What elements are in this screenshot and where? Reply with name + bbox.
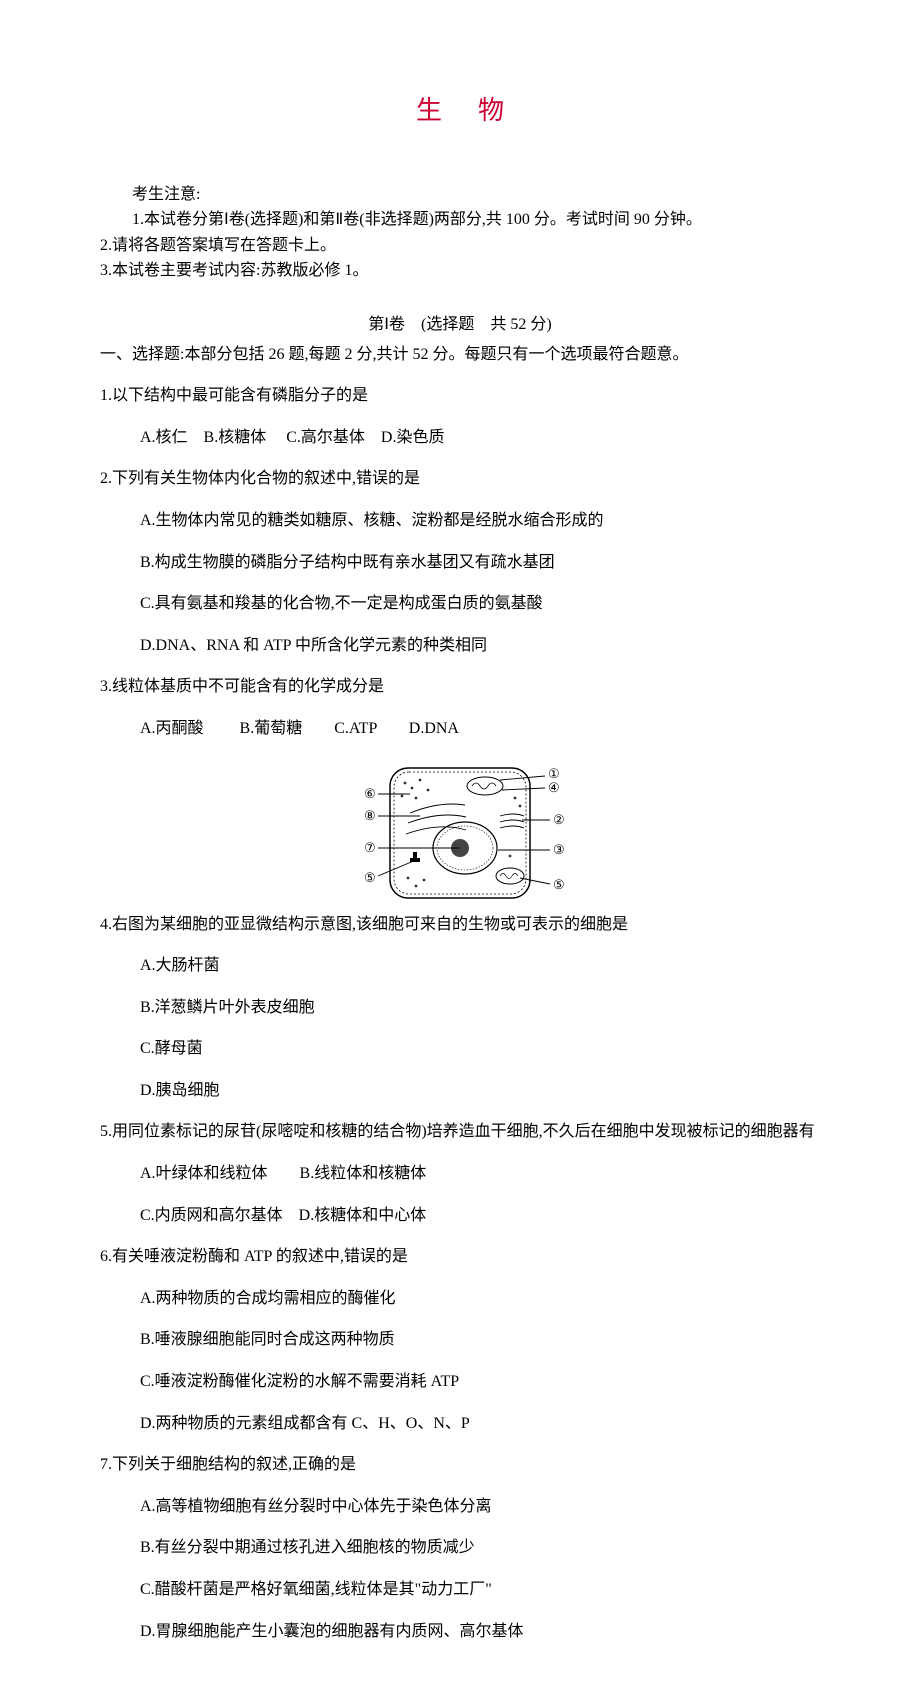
instructions-heading: 考生注意: <box>100 182 820 208</box>
part-1-description: 一、选择题:本部分包括 26 题,每题 2 分,共计 52 分。每题只有一个选项… <box>100 342 820 368</box>
mitochondrion-1-icon <box>467 777 503 795</box>
question-7-option-a: A.高等植物细胞有丝分裂时中心体先于染色体分离 <box>100 1494 820 1520</box>
question-7-text: 7.下列关于细胞结构的叙述,正确的是 <box>100 1452 820 1478</box>
question-2-option-b: B.构成生物膜的磷脂分子结构中既有亲水基团又有疏水基团 <box>100 550 820 576</box>
mitochondrion-2-icon <box>496 868 524 884</box>
spacer <box>100 367 820 383</box>
label-5b: ⑤ <box>364 870 376 885</box>
question-7-option-d: D.胃腺细胞能产生小囊泡的细胞器有内质网、高尔基体 <box>100 1619 820 1645</box>
question-3-text: 3.线粒体基质中不可能含有的化学成分是 <box>100 674 820 700</box>
question-5-text: 5.用同位素标记的尿苷(尿嘧啶和核糖的结合物)培养造血干细胞,不久后在细胞中发现… <box>100 1119 820 1145</box>
question-4-option-b: B.洋葱鳞片叶外表皮细胞 <box>100 995 820 1021</box>
question-4-option-d: D.胰岛细胞 <box>100 1078 820 1104</box>
question-2-option-a: A.生物体内常见的糖类如糖原、核糖、淀粉都是经脱水缩合形成的 <box>100 508 820 534</box>
question-1-text: 1.以下结构中最可能含有磷脂分子的是 <box>100 383 820 409</box>
question-3-options: A.丙酮酸 B.葡萄糖 C.ATP D.DNA <box>100 716 820 742</box>
question-1-options: A.核仁 B.核糖体 C.高尔基体 D.染色质 <box>100 425 820 451</box>
question-4-option-a: A.大肠杆菌 <box>100 953 820 979</box>
page-title: 生物 <box>100 90 820 132</box>
label-2: ② <box>553 812 565 827</box>
instruction-line-3: 3.本试卷主要考试内容:苏教版必修 1。 <box>100 258 820 284</box>
question-5-row-2: C.内质网和高尔基体 D.核糖体和中心体 <box>100 1203 820 1229</box>
question-6-text: 6.有关唾液淀粉酶和 ATP 的叙述中,错误的是 <box>100 1244 820 1270</box>
question-6-option-b: B.唾液腺细胞能同时合成这两种物质 <box>100 1327 820 1353</box>
question-7-option-c: C.醋酸杆菌是严格好氧细菌,线粒体是其"动力工厂" <box>100 1577 820 1603</box>
label-5: ⑤ <box>553 877 565 892</box>
question-4-text: 4.右图为某细胞的亚显微结构示意图,该细胞可来自的生物或可表示的细胞是 <box>100 912 820 938</box>
label-1: ① <box>548 766 560 781</box>
question-5-row-1: A.叶绿体和线粒体 B.线粒体和核糖体 <box>100 1161 820 1187</box>
question-2-option-c: C.具有氨基和羧基的化合物,不一定是构成蛋白质的氨基酸 <box>100 591 820 617</box>
question-6-option-a: A.两种物质的合成均需相应的酶催化 <box>100 1286 820 1312</box>
instruction-line-1: 1.本试卷分第Ⅰ卷(选择题)和第Ⅱ卷(非选择题)两部分,共 100 分。考试时间… <box>100 207 820 233</box>
part-1-header: 第Ⅰ卷 (选择题 共 52 分) <box>100 312 820 338</box>
question-6-option-d: D.两种物质的元素组成都含有 C、H、O、N、P <box>100 1411 820 1437</box>
question-6-option-c: C.唾液淀粉酶催化淀粉的水解不需要消耗 ATP <box>100 1369 820 1395</box>
label-7: ⑦ <box>364 840 376 855</box>
exam-page: 生物 考生注意: 1.本试卷分第Ⅰ卷(选择题)和第Ⅱ卷(非选择题)两部分,共 1… <box>0 0 920 1700</box>
label-4: ④ <box>548 780 560 795</box>
label-8: ⑧ <box>364 808 376 823</box>
question-2-option-d: D.DNA、RNA 和 ATP 中所含化学元素的种类相同 <box>100 633 820 659</box>
question-2-text: 2.下列有关生物体内化合物的叙述中,错误的是 <box>100 466 820 492</box>
label-3: ③ <box>553 842 565 857</box>
question-7-option-b: B.有丝分裂中期通过核孔进入细胞核的物质减少 <box>100 1535 820 1561</box>
instruction-line-2: 2.请将各题答案填写在答题卡上。 <box>100 233 820 259</box>
cell-diagram: ① ④ ② ③ ⑤ ⑥ ⑧ ⑦ ⑤ <box>350 758 570 908</box>
label-6: ⑥ <box>364 786 376 801</box>
question-4-option-c: C.酵母菌 <box>100 1036 820 1062</box>
